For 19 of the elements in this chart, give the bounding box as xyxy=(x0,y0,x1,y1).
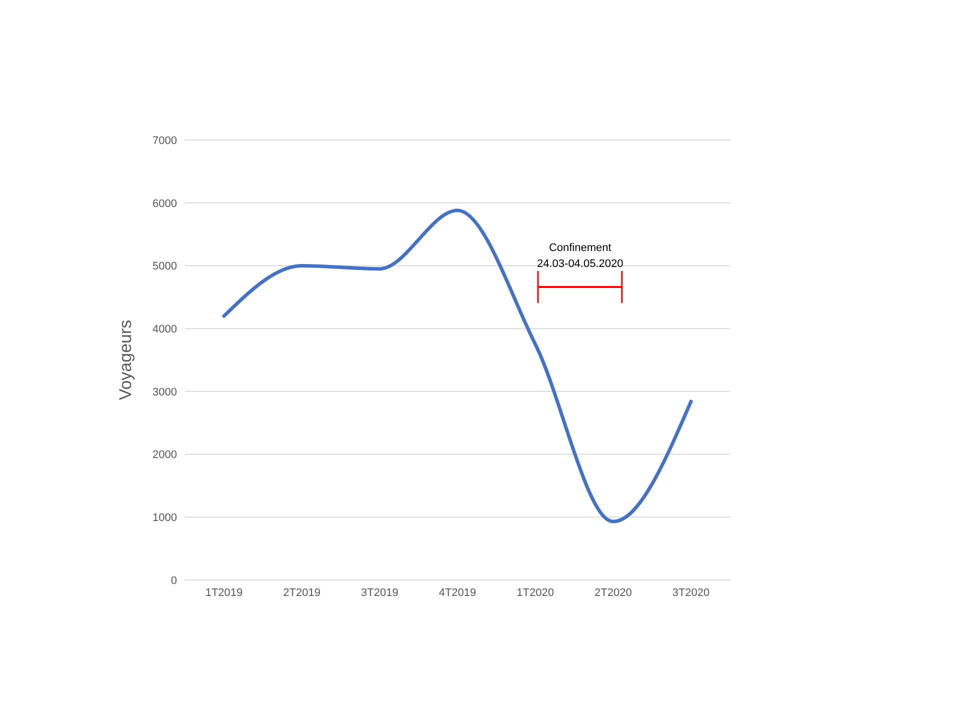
y-tick-label: 4000 xyxy=(152,323,177,336)
x-tick-label: 1T2020 xyxy=(516,586,554,599)
x-tick-label: 3T2019 xyxy=(361,586,398,599)
y-tick-label: 0 xyxy=(170,574,177,587)
y-tick-label: 3000 xyxy=(152,386,177,398)
x-tick-label: 2T2020 xyxy=(594,586,632,599)
y-tick-label: 5000 xyxy=(152,260,177,273)
y-tick-label: 6000 xyxy=(152,198,177,210)
annotation: 24.03-04.05.2020 xyxy=(536,257,624,272)
x-tick-label: 2T2019 xyxy=(283,586,320,599)
y-tick-label: 7000 xyxy=(152,134,177,147)
x-tick-label: 1T2019 xyxy=(205,586,243,599)
x-tick-label: 4T2019 xyxy=(438,586,476,599)
line-series xyxy=(222,208,693,524)
y-tick-label: 2000 xyxy=(152,449,177,462)
x-tick-label: 3T2020 xyxy=(672,586,710,599)
y-tick-label: 1000 xyxy=(152,512,177,524)
y-axis-title: Voyageurs xyxy=(116,320,136,400)
annotation: Confinement xyxy=(548,241,612,256)
